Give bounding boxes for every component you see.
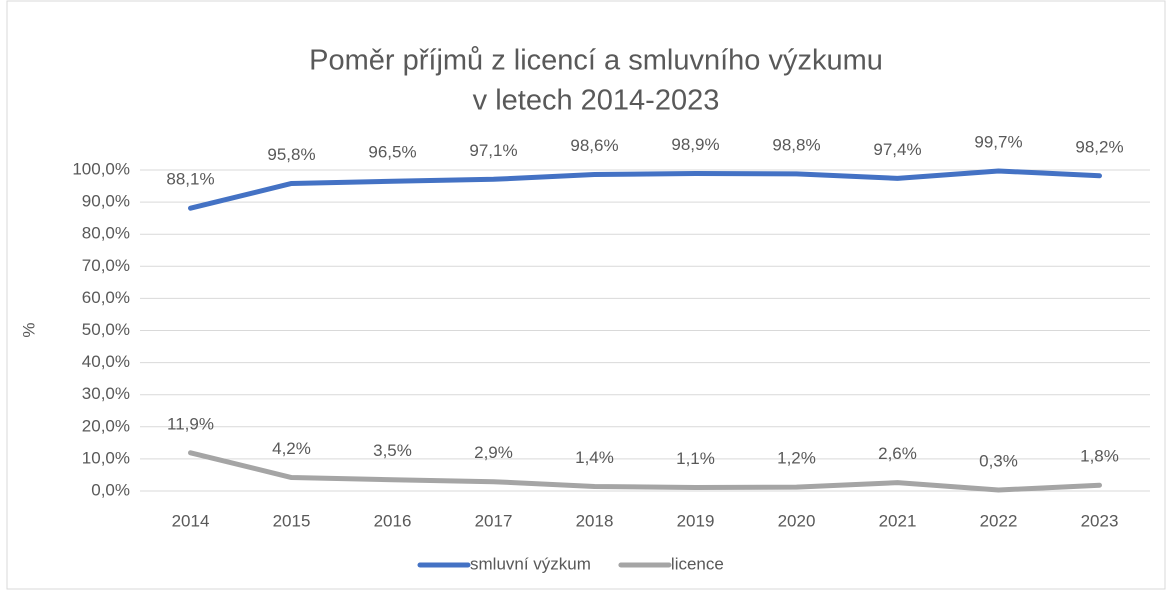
data-label: 98,8%	[772, 135, 820, 154]
x-tick-label: 2017	[475, 511, 513, 530]
data-label: 11,9%	[167, 414, 214, 433]
series-line	[188, 450, 1102, 493]
data-label: 1,1%	[676, 449, 715, 468]
data-label: 2,9%	[474, 443, 513, 462]
y-tick-label: 50,0%	[82, 320, 130, 339]
y-tick-label: 20,0%	[82, 416, 130, 435]
data-label: 1,4%	[575, 448, 614, 467]
data-label: 99,7%	[974, 132, 1022, 151]
data-label: 98,9%	[671, 135, 719, 154]
y-tick-label: 30,0%	[82, 384, 130, 403]
data-label: 88,1%	[166, 170, 214, 189]
x-tick-label: 2020	[778, 511, 816, 530]
legend-label: licence	[671, 554, 724, 573]
x-tick-label: 2022	[980, 511, 1018, 530]
chart-title: v letech 2014-2023	[473, 85, 720, 117]
y-tick-label: 90,0%	[82, 192, 130, 211]
x-tick-label: 2023	[1081, 511, 1119, 530]
data-label: 4,2%	[272, 439, 311, 458]
x-tick-label: 2016	[374, 511, 412, 530]
data-label: 98,2%	[1075, 137, 1123, 156]
x-tick-label: 2021	[879, 511, 917, 530]
x-tick-label: 2019	[677, 511, 715, 530]
data-label: 97,1%	[469, 141, 517, 160]
legend-label: smluvní výzkum	[470, 554, 591, 573]
y-tick-label: 70,0%	[82, 256, 130, 275]
y-tick-label: 80,0%	[82, 224, 130, 243]
data-label: 98,6%	[570, 136, 618, 155]
data-label: 1,8%	[1080, 447, 1119, 466]
data-label: 0,3%	[979, 452, 1018, 471]
x-tick-label: 2015	[273, 511, 311, 530]
data-label: 97,4%	[873, 140, 921, 159]
y-tick-label: 40,0%	[82, 352, 130, 371]
data-label: 96,5%	[368, 143, 416, 162]
chart-title: Poměr příjmů z licencí a smluvního výzku…	[309, 45, 883, 77]
x-tick-label: 2014	[172, 511, 210, 530]
y-tick-label: 10,0%	[82, 448, 130, 467]
x-tick-label: 2018	[576, 511, 614, 530]
y-tick-label: 60,0%	[82, 288, 130, 307]
series-line	[188, 168, 1102, 211]
y-tick-label: 100,0%	[72, 159, 130, 178]
data-label: 3,5%	[373, 441, 412, 460]
data-label: 1,2%	[777, 449, 816, 468]
data-label: 95,8%	[267, 145, 315, 164]
y-axis-label: %	[19, 322, 38, 337]
data-label: 2,6%	[878, 444, 917, 463]
y-tick-label: 0,0%	[91, 480, 130, 499]
